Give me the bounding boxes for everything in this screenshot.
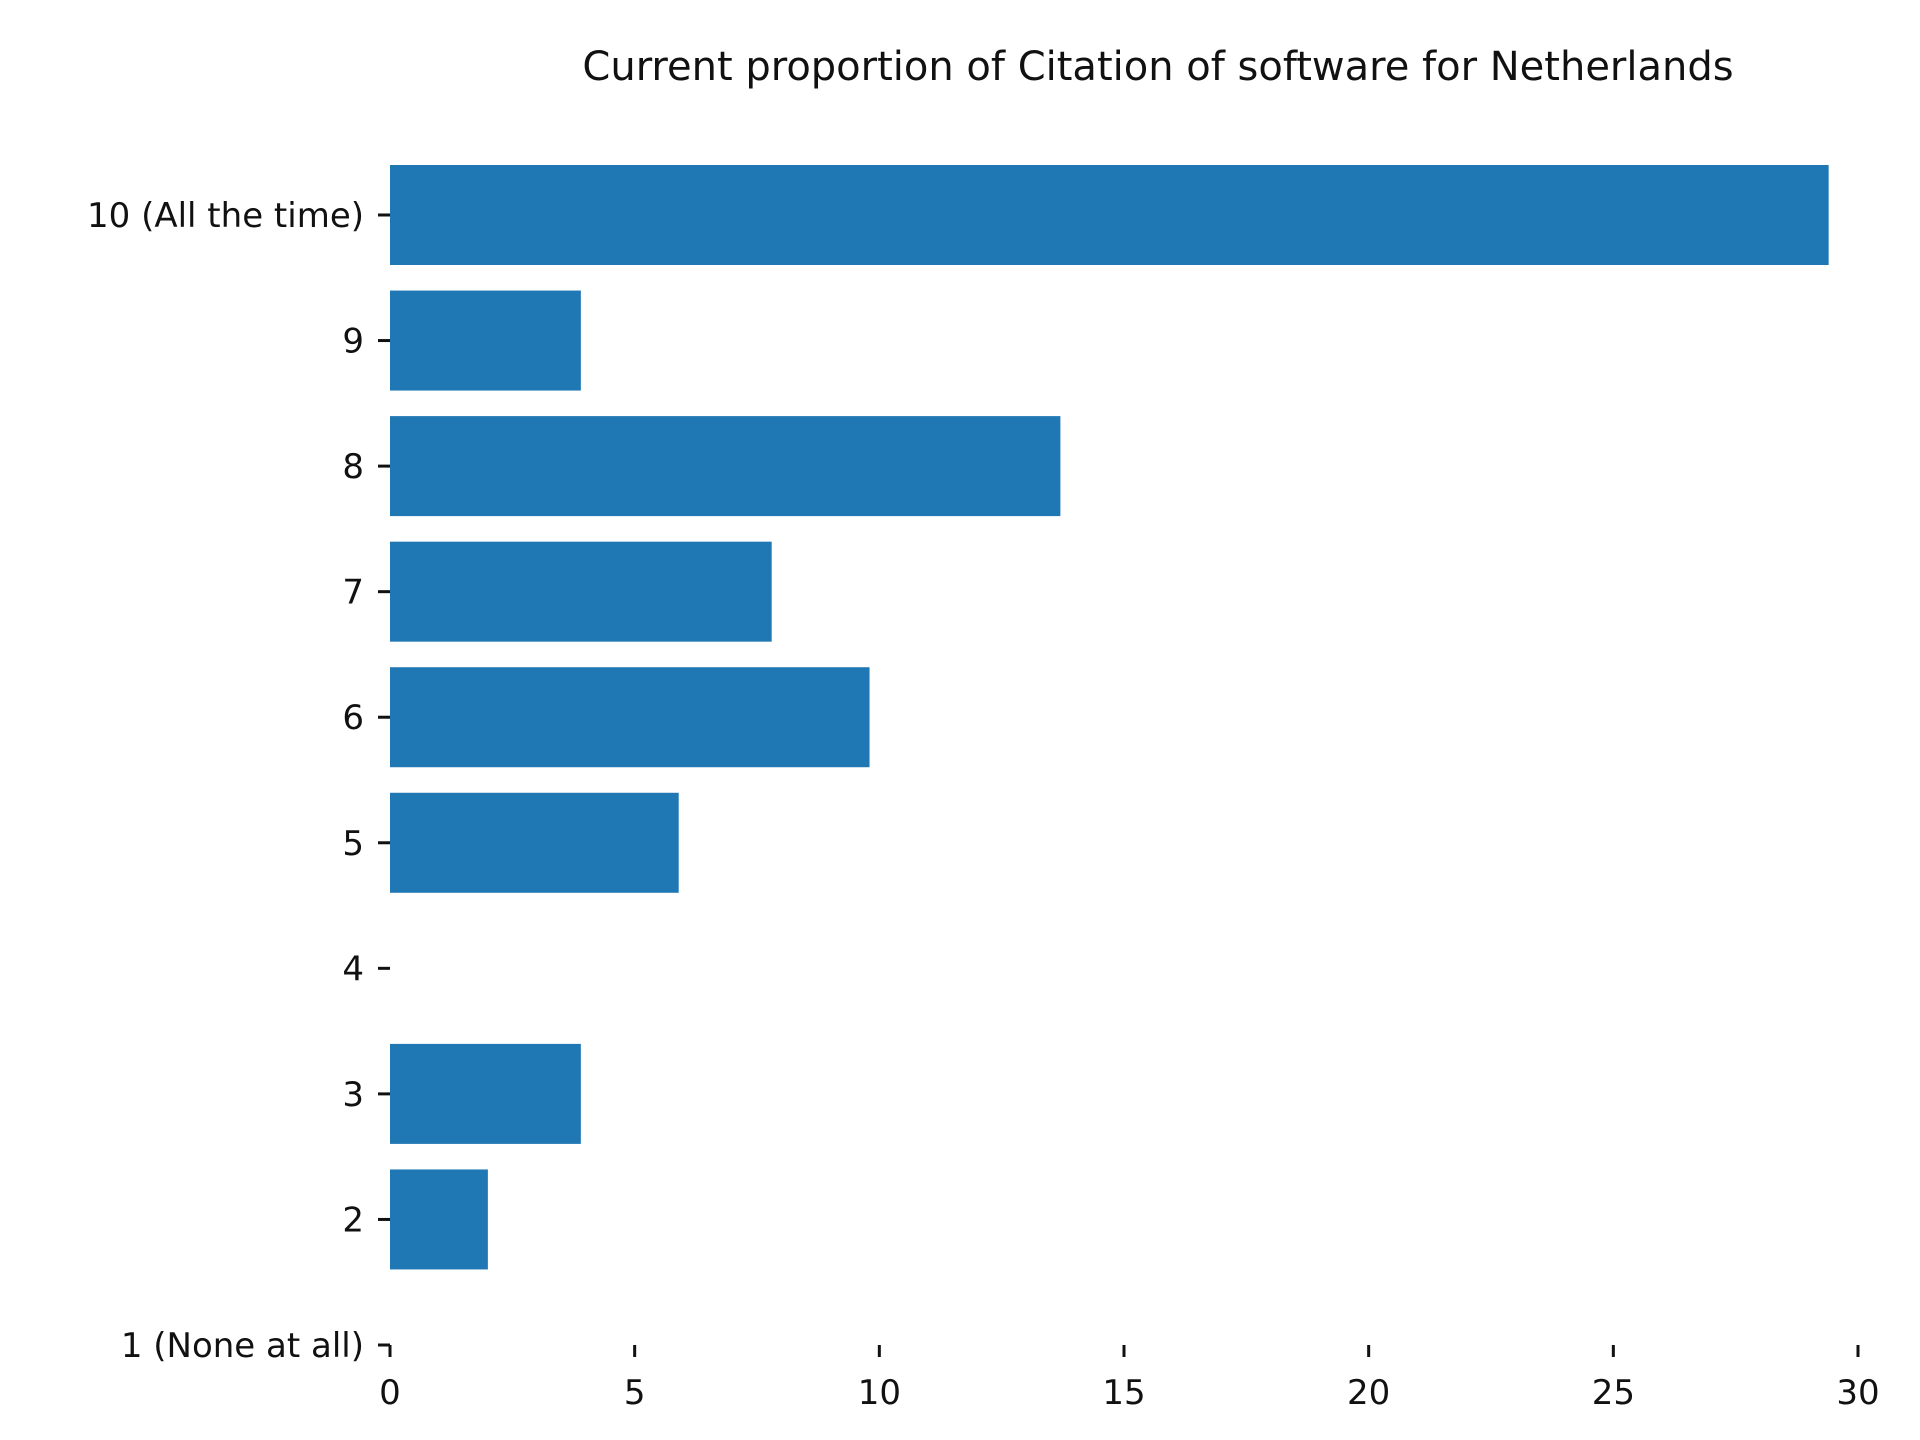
x-tick-label-30: 30 xyxy=(1836,1373,1879,1413)
y-tick-label-2: 2 xyxy=(342,1200,364,1240)
y-tick-label-1-none-at-all: 1 (None at all) xyxy=(121,1326,364,1366)
y-tick-label-4: 4 xyxy=(342,949,364,989)
bar-5 xyxy=(390,792,679,893)
y-tick-label-9: 9 xyxy=(342,322,364,362)
y-tick-label-3: 3 xyxy=(342,1075,364,1115)
chart-title: Current proportion of Citation of softwa… xyxy=(582,44,1733,90)
bar-8 xyxy=(390,416,1061,517)
x-axis: 0 5 10 15 20 25 30 xyxy=(379,1345,1880,1413)
y-tick-label-10-all-the-time: 10 (All the time) xyxy=(87,196,364,236)
x-tick-label-5: 5 xyxy=(624,1373,646,1413)
bar-2 xyxy=(390,1169,488,1270)
bars-group xyxy=(390,165,1829,1270)
y-axis: 10 (All the time) 9 8 7 6 5 4 3 2 1 (None at all) xyxy=(87,196,390,1366)
x-tick-label-15: 15 xyxy=(1102,1373,1145,1413)
y-tick-label-6: 6 xyxy=(342,698,364,738)
bar-7 xyxy=(390,541,772,642)
x-tick-label-10: 10 xyxy=(858,1373,901,1413)
x-tick-label-25: 25 xyxy=(1592,1373,1635,1413)
bar-3 xyxy=(390,1043,581,1144)
y-tick-label-5: 5 xyxy=(342,824,364,864)
y-tick-label-7: 7 xyxy=(342,573,364,613)
bar-10-all-the-time xyxy=(390,165,1829,265)
y-tick-label-8: 8 xyxy=(342,447,364,487)
bar-6 xyxy=(390,667,870,768)
x-tick-label-20: 20 xyxy=(1347,1373,1390,1413)
bar-9 xyxy=(390,290,581,391)
x-tick-label-0: 0 xyxy=(379,1373,401,1413)
